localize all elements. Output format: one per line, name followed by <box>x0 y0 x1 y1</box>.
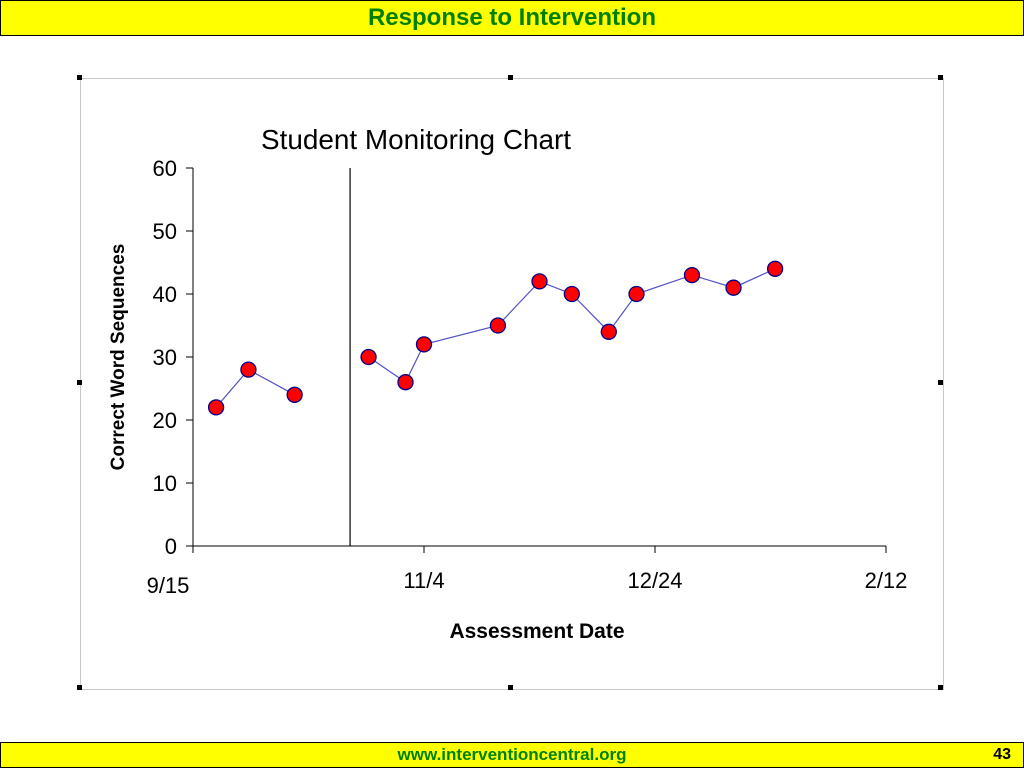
series-line-baseline <box>215 368 295 408</box>
selection-handle-tr[interactable] <box>938 75 943 80</box>
data-point <box>766 260 784 277</box>
x-tick-label: 12/24 <box>627 568 682 593</box>
selection-handle-ml[interactable] <box>77 380 82 385</box>
selection-handle-bl[interactable] <box>77 685 82 690</box>
selection-handle-bm[interactable] <box>508 685 513 690</box>
data-point <box>489 317 507 334</box>
x-tick-label: 9/15 <box>147 573 190 598</box>
y-tick-label: 40 <box>153 282 177 307</box>
selection-handle-mr[interactable] <box>938 380 943 385</box>
selection-handle-tl[interactable] <box>77 75 82 80</box>
y-tick-label: 0 <box>165 534 177 559</box>
selection-handle-tm[interactable] <box>508 75 513 80</box>
data-point <box>628 285 645 303</box>
y-tick-label: 50 <box>153 219 177 244</box>
data-point <box>600 323 617 340</box>
data-point <box>563 285 580 303</box>
data-point <box>360 348 377 366</box>
y-tick-label: 60 <box>153 156 177 181</box>
chart-frame: Student Monitoring Chart 0 10 20 30 40 50 60 9/1… <box>80 78 944 690</box>
data-point <box>725 279 742 296</box>
data-point <box>683 266 701 284</box>
y-tick-label: 30 <box>153 345 177 370</box>
data-point <box>240 361 257 378</box>
page-number: 43 <box>993 746 1011 763</box>
y-tick-label: 20 <box>153 408 177 433</box>
data-point <box>531 273 548 290</box>
footer-url[interactable]: www.interventioncentral.org <box>397 745 627 764</box>
chart-title: Student Monitoring Chart <box>261 124 571 155</box>
y-axis-label: Correct Word Sequences <box>108 244 129 471</box>
selection-handle-br[interactable] <box>938 685 943 690</box>
data-point <box>397 374 414 391</box>
student-monitoring-chart: Student Monitoring Chart 0 10 20 30 40 50 60 9/1… <box>108 124 908 643</box>
data-point <box>415 336 433 353</box>
x-tick-label: 2/12 <box>865 568 908 593</box>
x-tick-label: 11/4 <box>403 568 444 593</box>
series-line-intervention <box>368 268 776 384</box>
header-banner: Response to Intervention <box>0 0 1024 36</box>
slide-title: Response to Intervention <box>367 4 657 31</box>
data-point <box>286 386 303 403</box>
footer-banner: www.interventioncentral.org 43 <box>0 742 1024 768</box>
data-point <box>207 399 225 416</box>
x-axis-label: Assessment Date <box>449 620 624 643</box>
y-tick-label: 10 <box>153 471 177 496</box>
